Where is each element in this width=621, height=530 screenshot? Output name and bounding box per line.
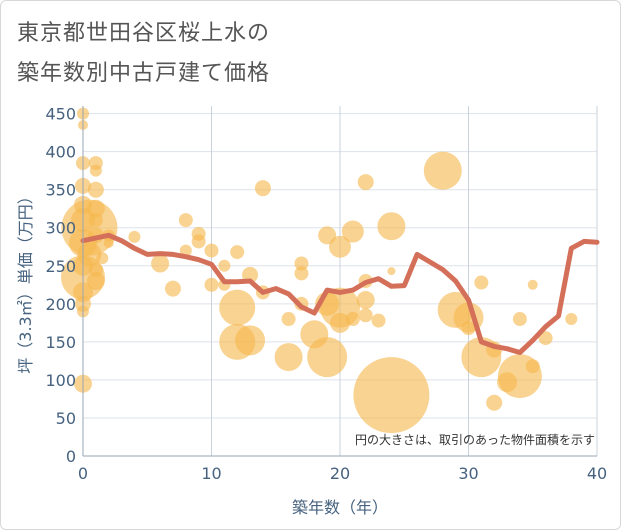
- y-tick-label: 100: [45, 371, 76, 390]
- bubble: [353, 357, 430, 434]
- y-tick-label: 150: [45, 333, 76, 352]
- x-tick-label: 30: [458, 464, 478, 483]
- trend-line: [80, 232, 600, 355]
- y-axis-label: 坪（3.3㎡）単価（万円）: [16, 188, 35, 373]
- bubble: [219, 289, 256, 326]
- bubble: [486, 394, 503, 411]
- y-tick-label: 400: [45, 143, 76, 162]
- tick-labels: 0 50 100 150 200 250 300 350 400 450 0 10 20 30 40: [45, 105, 607, 483]
- bubble: [565, 313, 578, 326]
- chart-title-line-1: 東京都世田谷区桜上水の: [17, 21, 271, 46]
- bubble: [86, 272, 105, 290]
- bubble: [87, 181, 104, 198]
- bubble: [86, 199, 105, 218]
- bubble: [358, 308, 373, 323]
- bubble: [345, 312, 360, 327]
- y-tick-label: 250: [45, 257, 76, 276]
- bubble: [230, 245, 245, 260]
- y-tick-label: 200: [45, 295, 76, 314]
- x-tick-label: 20: [330, 464, 350, 483]
- bubble: [341, 220, 364, 243]
- bubble: [307, 337, 348, 378]
- bubble-size-note: 円の大きさは、取引のあった物件面積を示す: [355, 432, 595, 447]
- bubble: [377, 212, 406, 241]
- bubble: [89, 164, 102, 177]
- bubble: [218, 259, 231, 272]
- bubble: [461, 321, 476, 336]
- bubble: [103, 237, 114, 248]
- bubble: [329, 235, 351, 258]
- y-tick-label: 0: [66, 447, 76, 466]
- chart-title-line-2: 築年数別中古戸建て価格: [17, 61, 271, 86]
- axes: [82, 106, 597, 457]
- bubble: [294, 256, 309, 271]
- bubble: [527, 279, 538, 290]
- bubble: [128, 230, 141, 243]
- bubble-layer: [61, 107, 578, 434]
- x-axis-label: 築年数（年）: [292, 498, 388, 517]
- y-tick-label: 300: [45, 219, 76, 238]
- bubble: [204, 277, 219, 292]
- bubble: [274, 343, 303, 372]
- y-tick-label: 350: [45, 181, 76, 200]
- bubble: [179, 244, 192, 257]
- bubble: [164, 280, 181, 297]
- bubble: [356, 291, 375, 310]
- bubble: [525, 359, 540, 374]
- bubble: [512, 312, 527, 327]
- x-tick-label: 0: [78, 464, 88, 483]
- bubble: [330, 312, 350, 333]
- bubble: [191, 234, 206, 249]
- bubble: [96, 252, 109, 265]
- y-tick-label: 50: [56, 409, 76, 428]
- bubble: [538, 331, 553, 346]
- bubble: [204, 243, 219, 258]
- x-tick-label: 10: [201, 464, 221, 483]
- bubble: [294, 266, 309, 281]
- x-tick-label: 40: [587, 464, 607, 483]
- bubble: [178, 213, 193, 228]
- bubble: [281, 312, 296, 327]
- bubble: [254, 180, 271, 197]
- bubble: [235, 325, 266, 356]
- bubble: [357, 174, 374, 191]
- bubble: [151, 254, 170, 273]
- bubble: [88, 213, 103, 228]
- bubble: [371, 313, 386, 328]
- bubble: [387, 267, 396, 276]
- bubble: [474, 275, 489, 290]
- bubble: [423, 151, 462, 190]
- y-tick-label: 450: [45, 105, 76, 124]
